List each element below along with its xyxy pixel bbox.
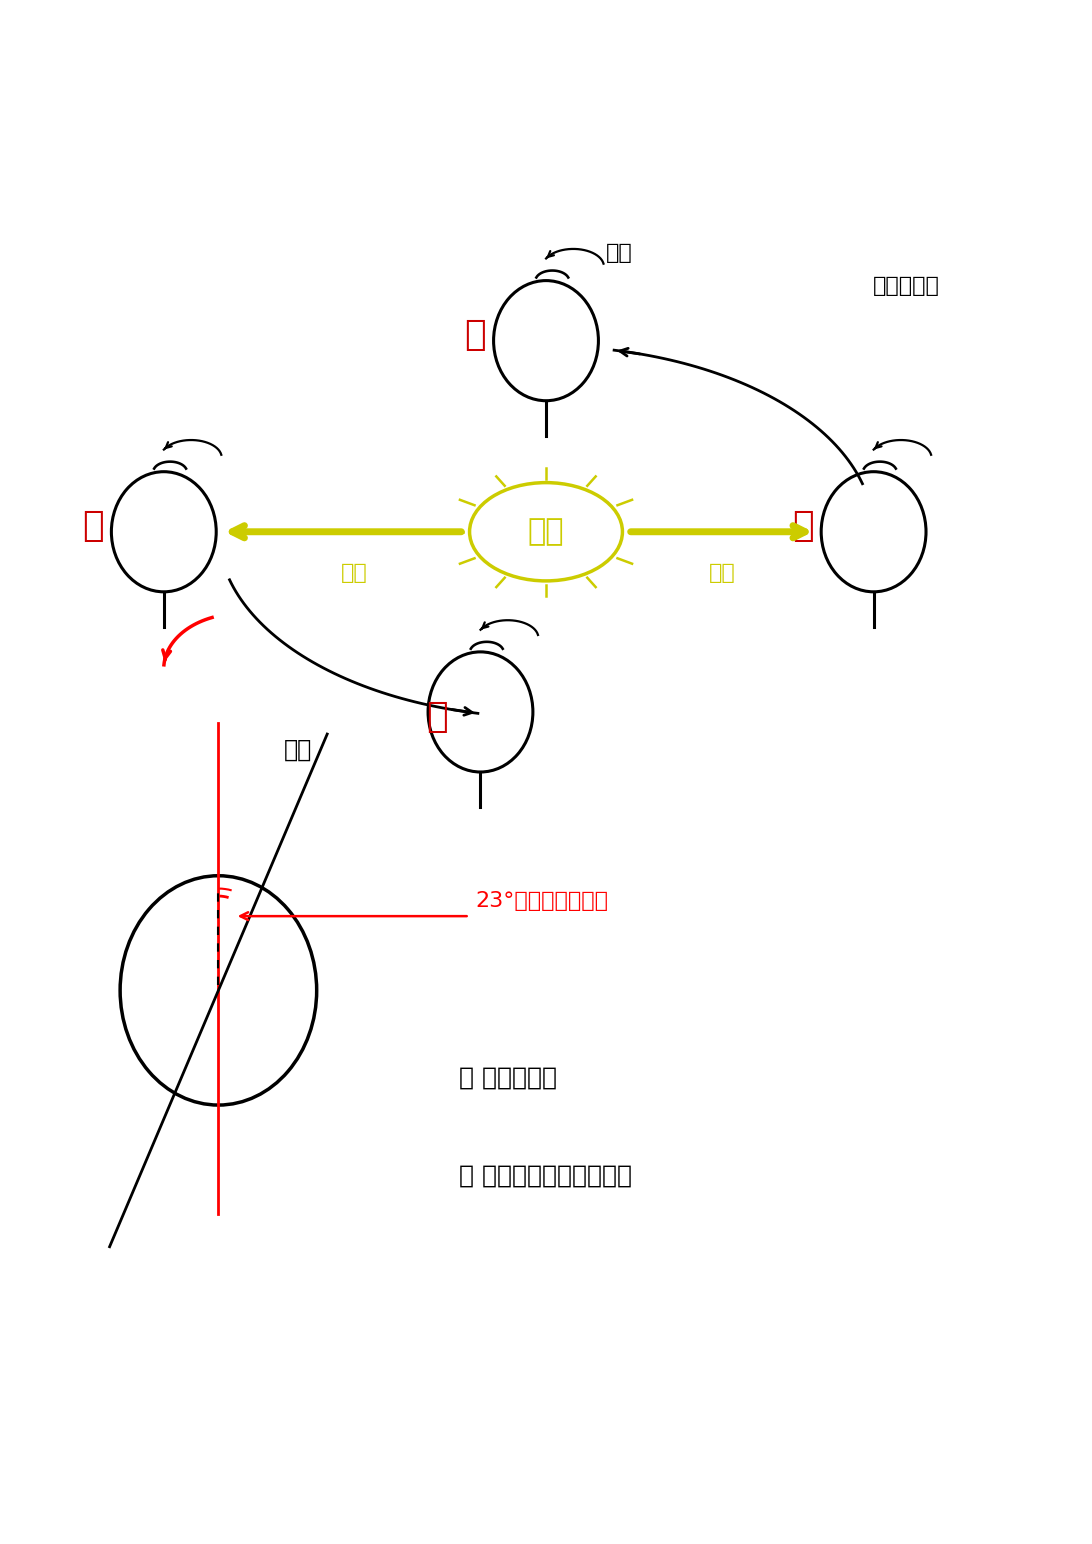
Text: 自転: 自転	[606, 244, 632, 264]
Text: 日光: 日光	[341, 564, 367, 584]
Text: 冬: 冬	[792, 510, 814, 543]
Text: 春: 春	[464, 318, 486, 352]
Text: 太陽: 太陽	[527, 517, 565, 547]
Text: 反時計回り: 反時計回り	[873, 276, 940, 296]
Text: ・ 地軸は右に傾いている: ・ 地軸は右に傾いている	[459, 1164, 631, 1187]
Text: 23°（地軸の傾き）: 23°（地軸の傾き）	[475, 891, 608, 911]
Text: 夏: 夏	[82, 510, 104, 543]
Text: 地軸: 地軸	[284, 738, 312, 763]
Text: ・ 反時計回り: ・ 反時計回り	[459, 1065, 557, 1090]
Text: 日光: 日光	[709, 564, 735, 584]
Text: 秋: 秋	[426, 701, 448, 735]
